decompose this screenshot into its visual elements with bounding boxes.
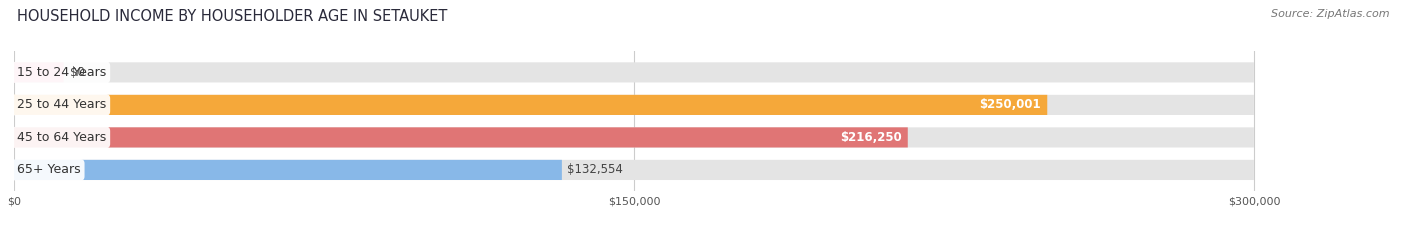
Text: HOUSEHOLD INCOME BY HOUSEHOLDER AGE IN SETAUKET: HOUSEHOLD INCOME BY HOUSEHOLDER AGE IN S…: [17, 9, 447, 24]
Text: $0: $0: [70, 66, 84, 79]
FancyBboxPatch shape: [14, 95, 1047, 115]
Text: 65+ Years: 65+ Years: [17, 163, 80, 176]
FancyBboxPatch shape: [14, 95, 1254, 115]
FancyBboxPatch shape: [14, 127, 908, 147]
Text: 15 to 24 Years: 15 to 24 Years: [17, 66, 105, 79]
Text: $132,554: $132,554: [567, 163, 623, 176]
Text: 45 to 64 Years: 45 to 64 Years: [17, 131, 105, 144]
Text: 25 to 44 Years: 25 to 44 Years: [17, 98, 105, 111]
FancyBboxPatch shape: [14, 160, 1254, 180]
FancyBboxPatch shape: [14, 62, 1254, 82]
Text: Source: ZipAtlas.com: Source: ZipAtlas.com: [1271, 9, 1389, 19]
FancyBboxPatch shape: [14, 127, 1254, 147]
FancyBboxPatch shape: [14, 62, 63, 82]
Text: $216,250: $216,250: [839, 131, 901, 144]
FancyBboxPatch shape: [14, 160, 562, 180]
Text: $250,001: $250,001: [980, 98, 1040, 111]
